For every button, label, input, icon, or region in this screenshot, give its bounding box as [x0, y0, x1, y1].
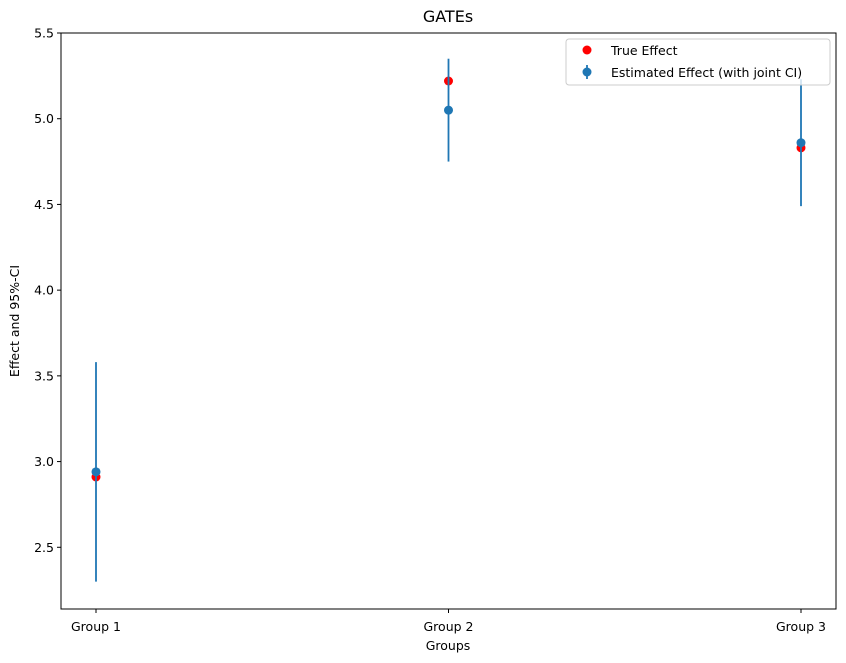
legend-marker-true-effect	[582, 45, 592, 55]
y-tick-label: 3.0	[34, 454, 54, 469]
y-tick-label: 5.0	[34, 111, 54, 126]
x-tick-label: Group 3	[776, 619, 826, 634]
y-tick-label: 4.0	[34, 283, 54, 298]
x-axis-ticks: Group 1 Group 2 Group 3	[71, 609, 826, 634]
legend-marker-estimated-effect	[582, 67, 592, 77]
legend-label-true-effect: True Effect	[610, 43, 678, 58]
x-axis-label: Groups	[426, 638, 471, 653]
y-axis-label: Effect and 95%-CI	[7, 265, 22, 377]
y-axis-ticks: 2.5 3.0 3.5 4.0 4.5 5.0 5.5	[34, 26, 61, 555]
legend-box	[565, 38, 831, 86]
estimated-effect-point	[796, 138, 806, 148]
y-tick-label: 2.5	[34, 540, 54, 555]
estimated-effect-point	[444, 105, 453, 115]
chart-title: GATEs	[423, 7, 473, 26]
y-tick-label: 3.5	[34, 368, 54, 383]
x-tick-label: Group 1	[71, 619, 121, 634]
y-tick-label: 4.5	[34, 197, 54, 212]
y-tick-label: 5.5	[34, 26, 54, 41]
legend: True Effect Estimated Effect (with joint …	[565, 38, 831, 86]
plot-frame	[60, 32, 837, 610]
legend-label-estimated-effect: Estimated Effect (with joint CI)	[611, 65, 802, 80]
x-tick-label: Group 2	[424, 619, 474, 634]
plot-marks	[91, 58, 806, 582]
estimated-effect-point	[91, 467, 101, 477]
